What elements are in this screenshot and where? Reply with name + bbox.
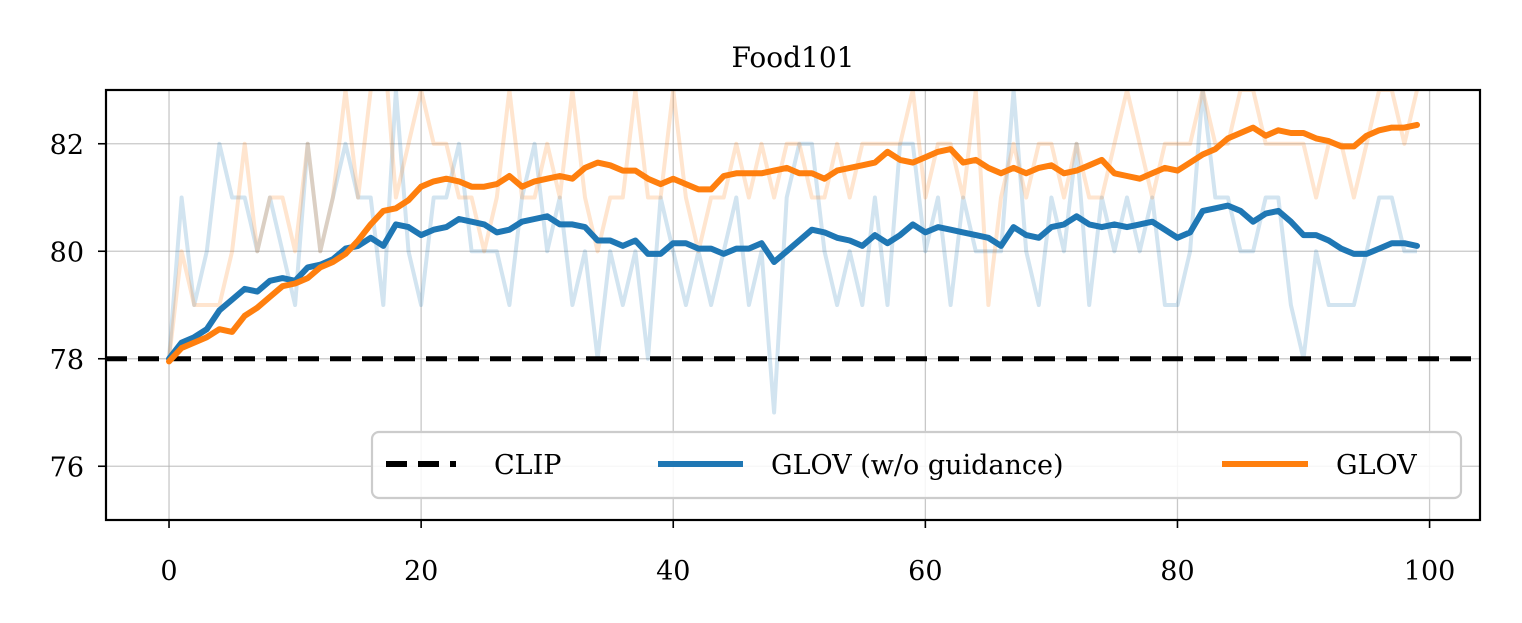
- y-axis: 76 78 80 82: [50, 130, 106, 483]
- legend-label-glov-wo-guidance: GLOV (w/o guidance): [771, 450, 1064, 481]
- x-axis: 0 20 40 60 80 100: [160, 520, 1455, 587]
- plot-frame: [104, 88, 1482, 522]
- series-raw-line-1: [167, 90, 1419, 360]
- chart-title: Food101: [732, 41, 855, 74]
- series-line-1: [166, 121, 1420, 365]
- y-tick-label: 78: [50, 345, 84, 376]
- x-tick-label: 60: [908, 556, 942, 587]
- raw-lines: [167, 90, 1419, 415]
- legend-box: [370, 430, 1463, 500]
- x-tick-label: 0: [160, 556, 177, 587]
- x-tick-label: 80: [1160, 556, 1194, 587]
- legend-label-glov: GLOV: [1336, 450, 1417, 481]
- x-tick-label: 100: [1404, 556, 1456, 587]
- y-tick-label: 82: [50, 130, 84, 161]
- y-tick-label: 76: [50, 452, 84, 483]
- smooth-lines: [166, 121, 1420, 365]
- y-tick-label: 80: [50, 237, 84, 268]
- x-tick-label: 20: [404, 556, 438, 587]
- legend: CLIP GLOV (w/o guidance) GLOV: [370, 430, 1463, 500]
- x-tick-label: 40: [656, 556, 690, 587]
- legend-label-clip: CLIP: [494, 450, 561, 481]
- series-line-0: [166, 202, 1420, 362]
